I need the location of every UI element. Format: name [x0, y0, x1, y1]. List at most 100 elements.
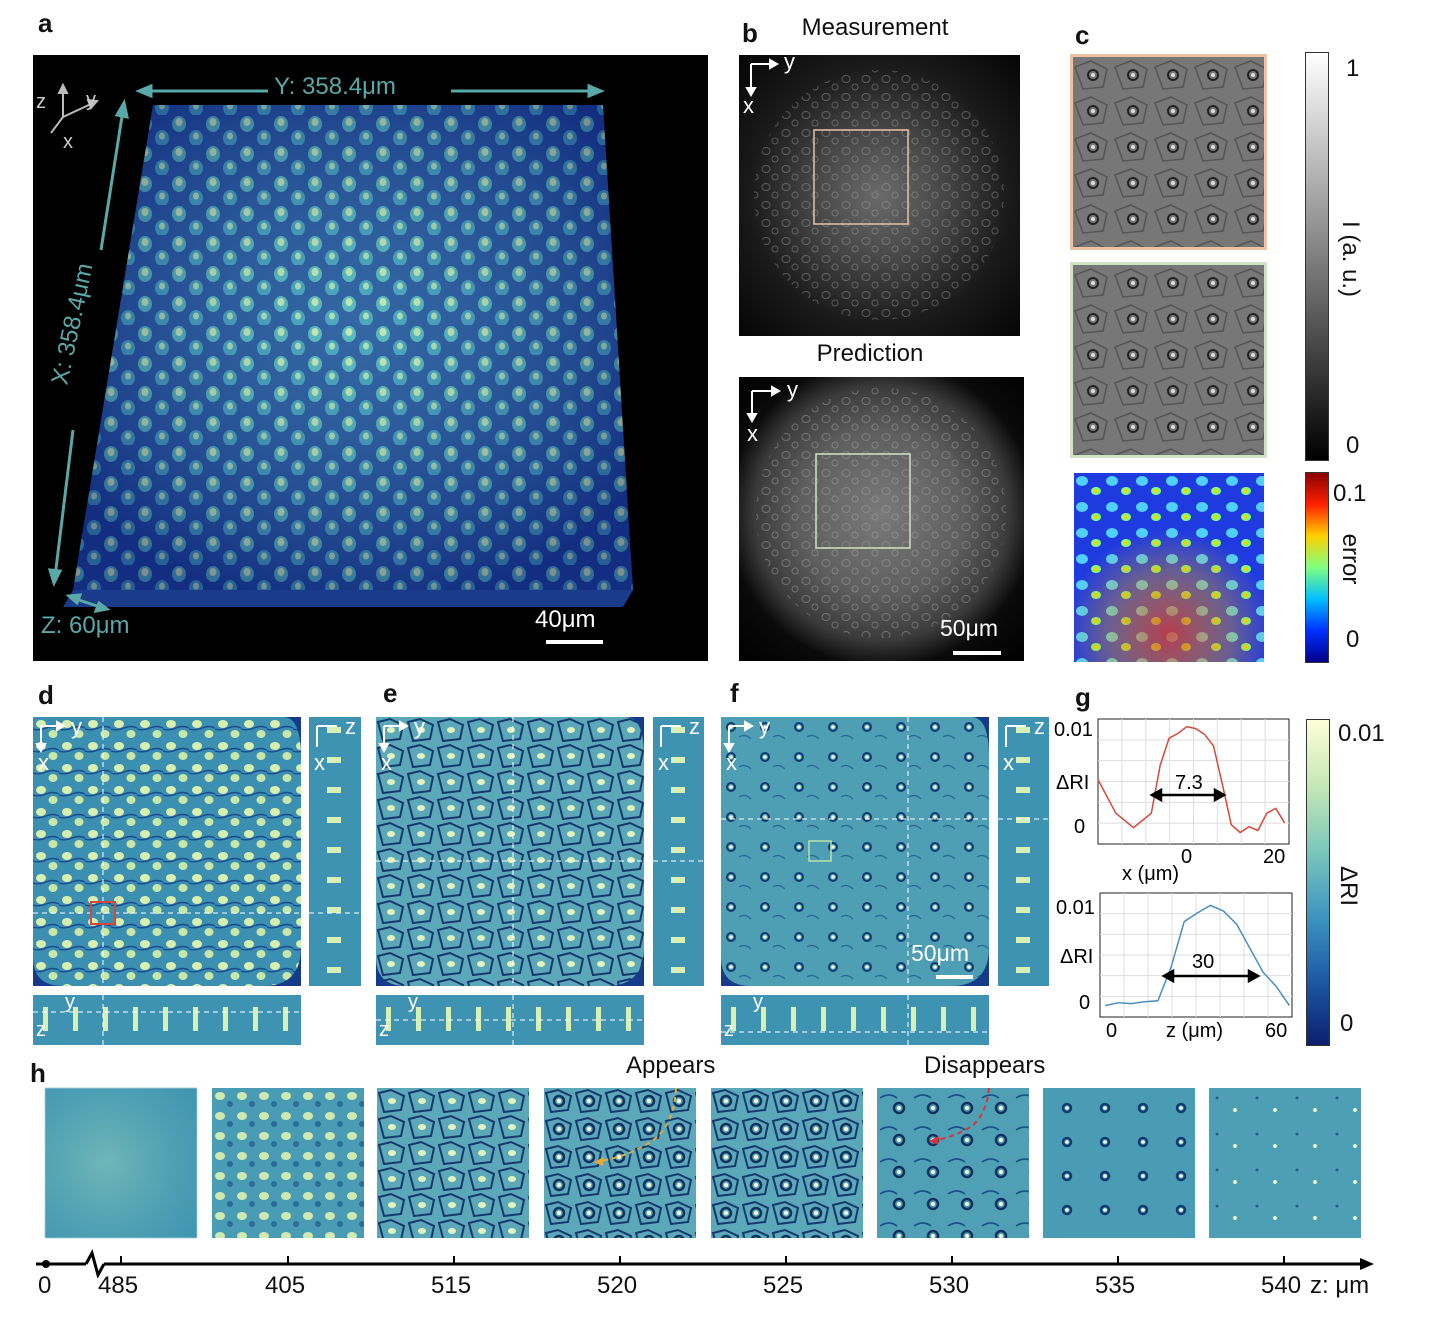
- profile-x-ytick-max: 0.01: [1054, 719, 1093, 741]
- z-axis: [36, 1249, 1374, 1278]
- f-axis-y: y: [759, 717, 770, 739]
- slice-f-yz: y z: [721, 995, 989, 1045]
- z-tile-5: [711, 1088, 863, 1238]
- profile-x-xtick-0: 0: [1181, 846, 1192, 868]
- panel-label-f: f: [730, 678, 739, 708]
- z-tick-405: 405: [265, 1272, 306, 1299]
- profile-x-ytick-min: 0: [1074, 816, 1085, 838]
- prediction-image: y x 50μm: [739, 377, 1024, 661]
- prediction-crop: [1070, 262, 1267, 458]
- intensity-cbar-min: 0: [1346, 432, 1360, 459]
- d-bottom-axis-y: y: [65, 995, 75, 1013]
- profile-z-ylabel: ΔRI: [1060, 946, 1093, 968]
- b-axis-y-bottom: y: [787, 377, 798, 402]
- slice-d-xz: z x: [309, 717, 361, 986]
- prediction-title: Prediction: [816, 340, 924, 367]
- measurement-image: y x: [739, 49, 1020, 336]
- panel-label-e: e: [383, 678, 398, 708]
- slice-d-xy: y x: [33, 717, 301, 986]
- z-tile-1: [45, 1088, 197, 1238]
- volume-render-panel: Y: 358.4μm X: 358.4μm Z: 60μm 40μm z y x: [33, 55, 708, 661]
- panel-label-h: h: [30, 1058, 46, 1088]
- d-axis-x: x: [38, 750, 49, 775]
- disappears-label: Disappears: [924, 1052, 1046, 1079]
- z-tick-525: 525: [763, 1272, 804, 1299]
- intensity-cbar-max: 1: [1346, 55, 1360, 82]
- z-tick-520: 520: [597, 1272, 638, 1299]
- slice-e-xy: y x: [376, 717, 644, 986]
- error-map: [1074, 473, 1264, 662]
- f-side-axis-z: z: [1034, 717, 1045, 739]
- profile-z-xlabel: z (μm): [1166, 1020, 1223, 1042]
- e-axis-y: y: [414, 717, 425, 739]
- d-side-axis-z: z: [345, 717, 356, 739]
- e-axis-x: x: [381, 750, 392, 775]
- error-colorbar: [1305, 472, 1329, 663]
- z-tick-540: 540: [1261, 1272, 1302, 1299]
- profile-x-ylabel: ΔRI: [1056, 772, 1089, 794]
- z-dimension-label: Z: 60μm: [41, 612, 130, 639]
- z-tile-4: [544, 1087, 696, 1238]
- slice-e-xz: z x: [653, 717, 704, 986]
- f-scale-label: 50μm: [911, 940, 969, 966]
- profile-x-xtick-20: 20: [1263, 846, 1285, 868]
- e-bottom-axis-y: y: [408, 995, 418, 1013]
- axis-x-label: x: [63, 131, 73, 153]
- axis-y-label: y: [86, 89, 96, 111]
- b-scale-label: 50μm: [940, 615, 998, 641]
- ri-cbar-max: 0.01: [1338, 720, 1385, 747]
- profile-x-annotation: 7.3: [1175, 772, 1203, 794]
- b-axis-y-top: y: [784, 49, 795, 74]
- f-bottom-axis-z: z: [724, 1019, 734, 1041]
- e-side-axis-x: x: [658, 750, 669, 775]
- z-tick-515: 515: [431, 1272, 472, 1299]
- ri-colorbar: [1306, 719, 1330, 1046]
- error-cbar-label: error: [1337, 533, 1364, 585]
- profile-z-xtick-60: 60: [1265, 1020, 1287, 1042]
- z-tile-8: [1209, 1088, 1361, 1238]
- ri-cbar-min: 0: [1340, 1010, 1354, 1037]
- d-side-axis-x: x: [314, 750, 325, 775]
- z-axis-unit: z: μm: [1310, 1272, 1370, 1299]
- f-side-axis-x: x: [1003, 750, 1014, 775]
- measurement-crop: [1070, 54, 1267, 250]
- z-tile-6: [877, 1087, 1029, 1238]
- profile-x-line: [1097, 725, 1286, 834]
- y-dimension-label: Y: 358.4μm: [270, 73, 400, 101]
- z-tick-485: 485: [98, 1272, 139, 1299]
- error-cbar-max: 0.1: [1333, 480, 1367, 507]
- e-side-axis-z: z: [689, 717, 700, 739]
- panel-label-g: g: [1075, 682, 1091, 712]
- b-axis-x-bottom: x: [747, 421, 758, 446]
- profile-z-line: [1105, 904, 1291, 1007]
- appears-label: Appears: [626, 1052, 716, 1079]
- profile-charts: 7.3 0.01 0 ΔRI 0 20 x (μm) 30 0.01 0 ΔRI…: [1054, 718, 1293, 1042]
- slice-d-yz: y z: [33, 995, 301, 1045]
- slice-f-xz: z x: [998, 717, 1049, 986]
- panel-label-d: d: [38, 680, 54, 710]
- panel-label-b: b: [742, 18, 758, 48]
- panel-label-c: c: [1075, 20, 1090, 50]
- intensity-colorbar: [1305, 52, 1329, 461]
- profile-x-xlabel: x (μm): [1122, 863, 1179, 885]
- d-axis-y: y: [71, 717, 82, 739]
- slice-f-xy: y x 50μm: [721, 717, 989, 986]
- z-tick-535: 535: [1095, 1272, 1136, 1299]
- intensity-cbar-label: I (a. u.): [1337, 220, 1364, 298]
- z-tick-530: 530: [929, 1272, 970, 1299]
- profile-z-ytick-max: 0.01: [1056, 897, 1095, 919]
- b-axis-x-top: x: [743, 93, 754, 118]
- scale-bar-label: 40μm: [535, 606, 596, 633]
- profile-z-ytick-min: 0: [1079, 992, 1090, 1014]
- z-tick-0: 0: [38, 1272, 52, 1299]
- profile-z-xtick-0: 0: [1106, 1020, 1117, 1042]
- panel-label-a: a: [38, 8, 53, 38]
- d-bottom-axis-z: z: [36, 1019, 46, 1041]
- error-cbar-min: 0: [1346, 626, 1360, 653]
- e-bottom-axis-z: z: [379, 1019, 389, 1041]
- f-axis-x: x: [726, 750, 737, 775]
- z-tile-7: [1043, 1088, 1195, 1238]
- slice-e-yz: y z: [376, 995, 644, 1045]
- profile-z-annotation: 30: [1192, 951, 1214, 973]
- ri-cbar-label: ΔRI: [1335, 865, 1362, 907]
